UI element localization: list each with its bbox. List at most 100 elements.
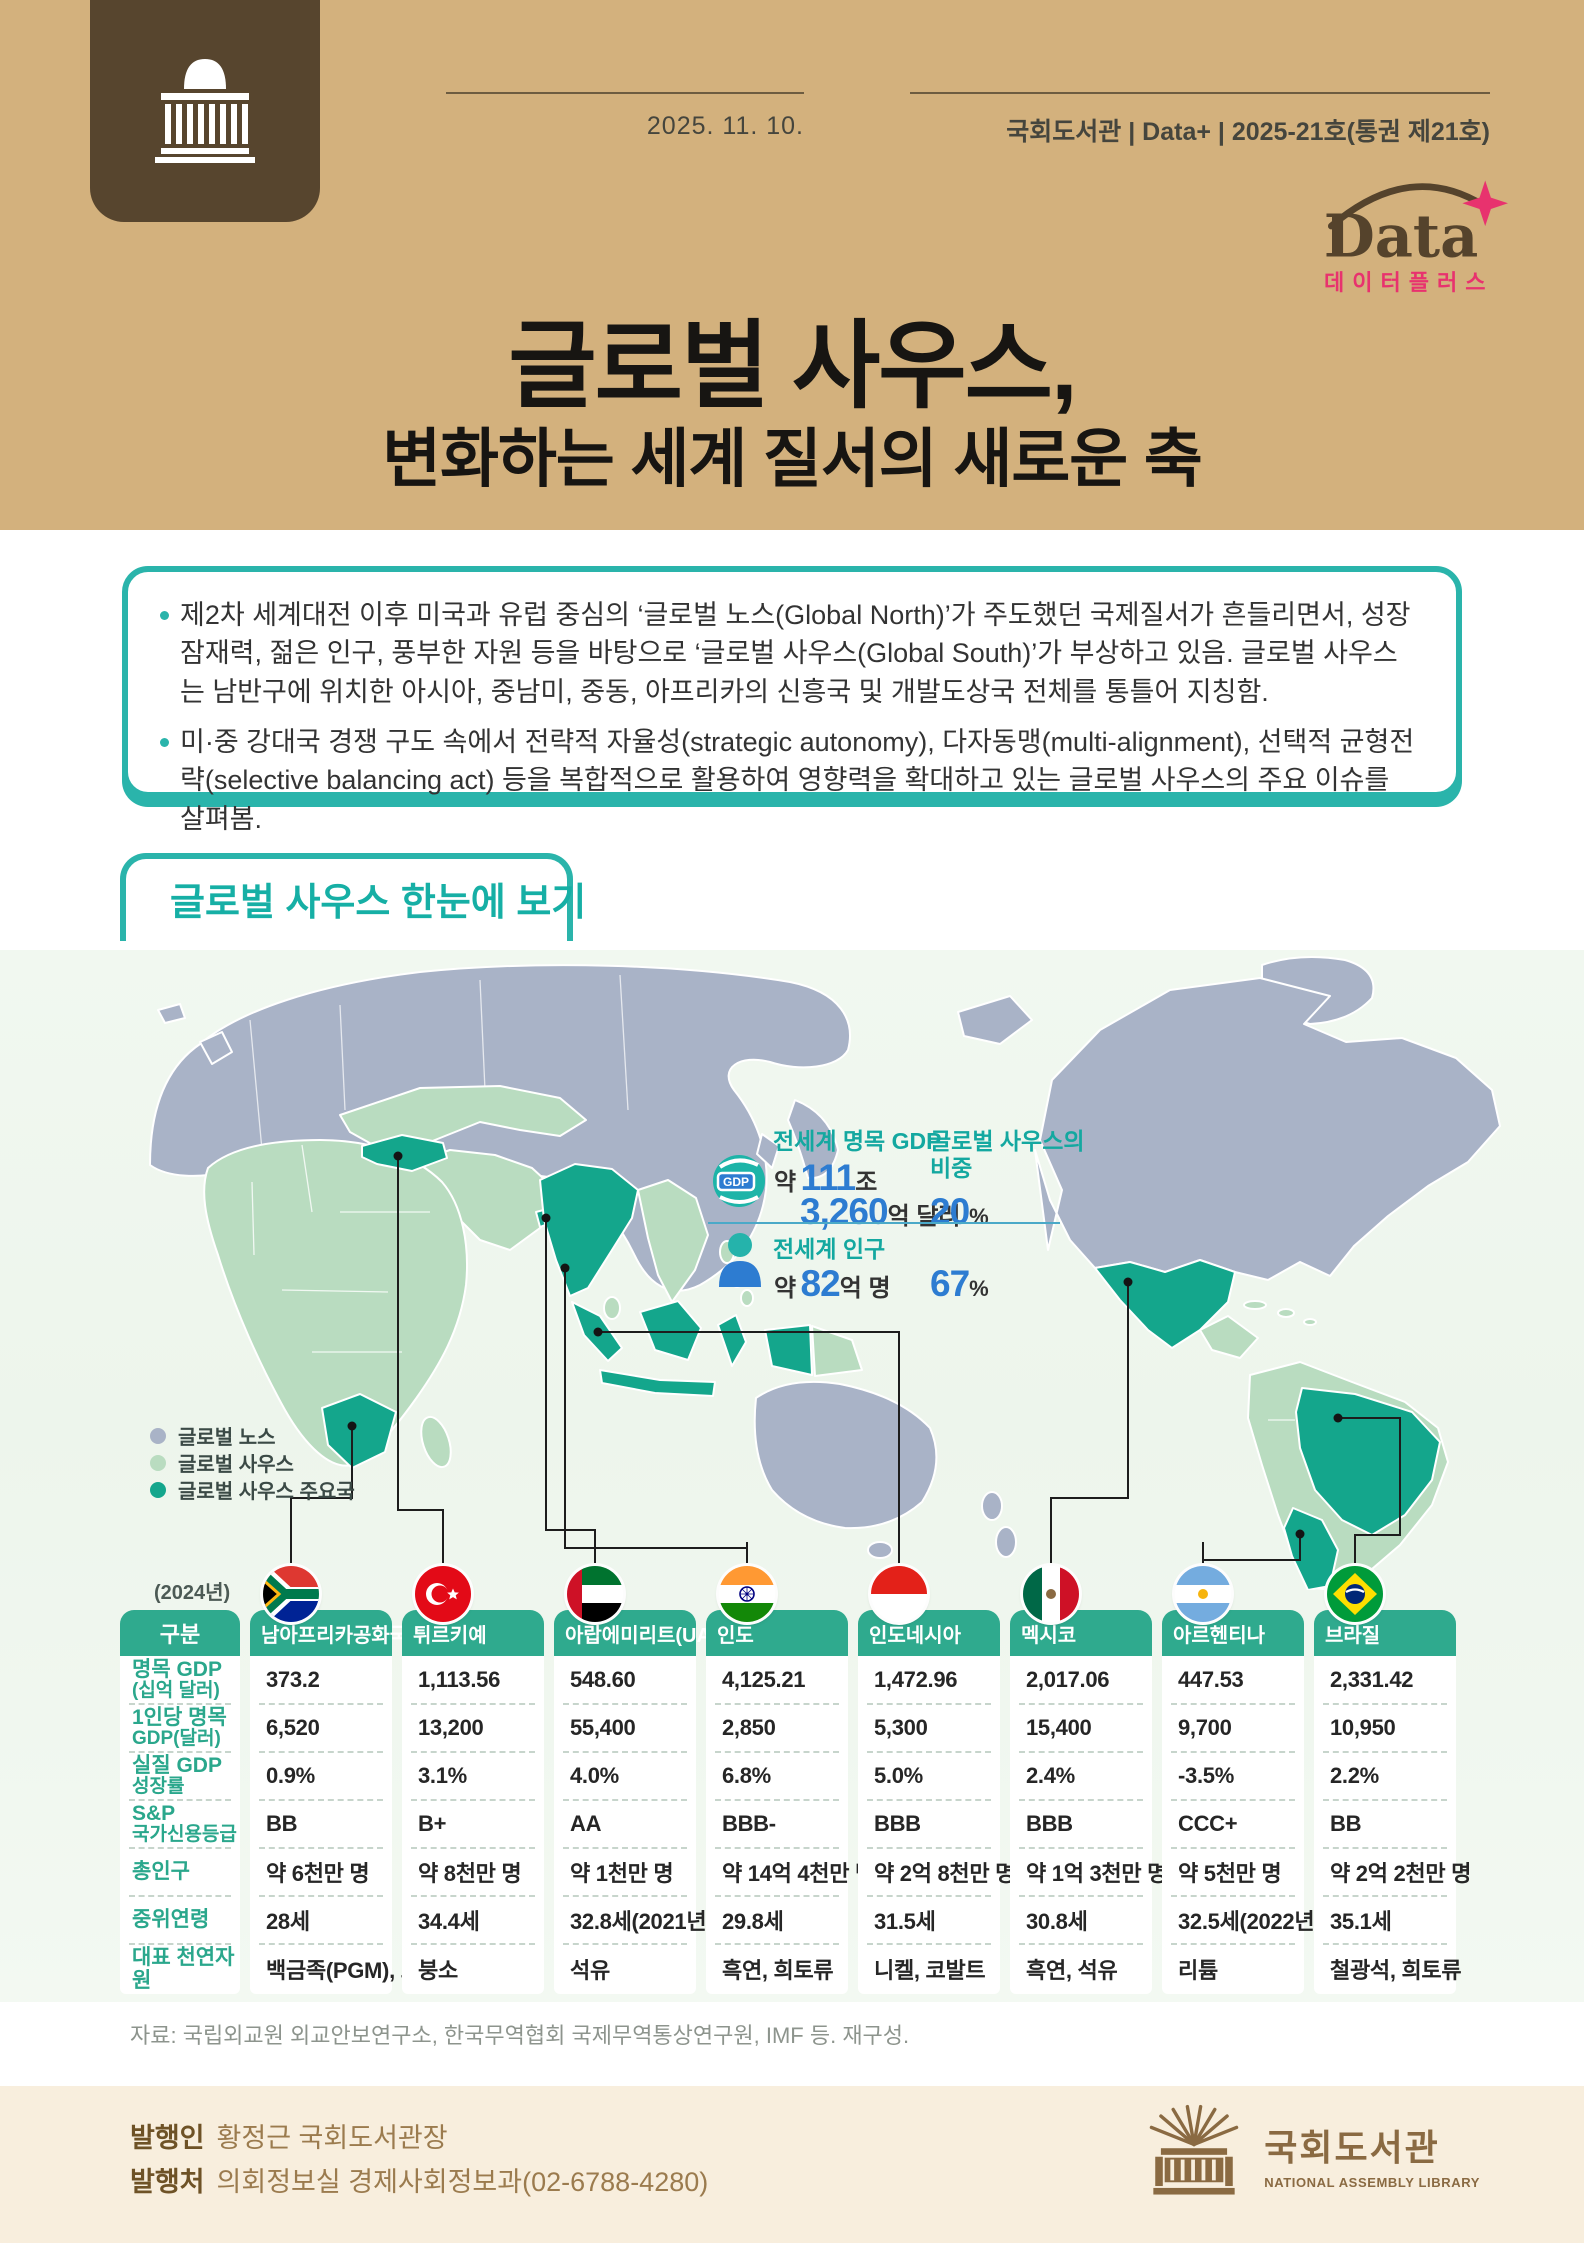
- map-philippines-3: [740, 1289, 754, 1307]
- pop-share-number: 67: [930, 1263, 970, 1304]
- value-cell: 약 2억 2천만 명: [1314, 1848, 1471, 1897]
- map-png: [811, 1325, 863, 1377]
- summary-box: 제2차 세계대전 이후 미국과 유럽 중심의 ‘글로벌 노스(Global No…: [122, 566, 1462, 834]
- flag-turkiye-icon: [415, 1566, 471, 1622]
- table-column-south-africa: 남아프리카공화국 373.2 6,520 0.9% BB 약 6천만 명 28세…: [250, 1542, 441, 1994]
- pop-approx: 약: [774, 1275, 797, 1302]
- table-column-indonesia: 인도네시아 1,472.96 5,300 5.0% BBB 약 2억 8천만 명…: [858, 1542, 1015, 1994]
- row-label: 대표 천연자원: [132, 1945, 235, 1992]
- connector-stem: [1354, 1542, 1356, 1568]
- legend-label-north: 글로벌 노스: [178, 1427, 276, 1449]
- table-label-column: 구분 명목 GDP (십억 달러) 1인당 명목 GDP(달러) 실질 GDP 성장률…: [120, 1610, 240, 1994]
- flag-mexico-icon: [1023, 1566, 1079, 1622]
- map-tasmania: [867, 1541, 893, 1559]
- value-cell: BB: [250, 1800, 392, 1849]
- value-cell: BB: [1314, 1800, 1456, 1849]
- gdp-approx: 약: [774, 1169, 797, 1196]
- map-indochina: [637, 1179, 709, 1303]
- gdp-title: 전세계 명목 GDP: [773, 1128, 942, 1154]
- value-cell: B+: [402, 1800, 544, 1849]
- map-australia: [753, 1380, 938, 1530]
- table-column-argentina: 아르헨티나 447.53 9,700 -3.5% CCC+ 약 5천만 명 32…: [1162, 1542, 1322, 1994]
- map-central-america: [1199, 1315, 1259, 1359]
- value-cell: 15,400: [1010, 1704, 1152, 1753]
- flag-south-africa-icon: [263, 1566, 319, 1622]
- value-cell: 35.1세: [1314, 1896, 1456, 1945]
- row-label-rating: S&P 국가신용등급: [120, 1800, 240, 1849]
- section-bracket: 글로벌 사우스 한눈에 보기: [120, 853, 586, 941]
- value-cell: 32.8세(2021년): [554, 1896, 714, 1945]
- value-cell: 31.5세: [858, 1896, 1000, 1945]
- row-label: 중위연령: [132, 1908, 210, 1932]
- value-cell: CCC+: [1162, 1800, 1304, 1849]
- map-cuba: [1243, 1300, 1267, 1310]
- country-table: (2024년) 구분 명목 GDP (십억 달러) 1인당 명목 GDP(달러) 실…: [120, 1542, 1471, 1994]
- value-cell: 약 6천만 명: [250, 1848, 392, 1897]
- value-cell: AA: [554, 1800, 696, 1849]
- value-cell: 리튬: [1178, 1958, 1218, 1983]
- value-cell: 약 1천만 명: [554, 1848, 696, 1897]
- stats-divider: [708, 1222, 1060, 1224]
- map-uk: [199, 1031, 233, 1065]
- map-sri-lanka: [603, 1296, 621, 1320]
- value-cell: 6.8%: [706, 1752, 848, 1801]
- library-logo-icon: [1142, 2102, 1246, 2207]
- library-name-en: NATIONAL ASSEMBLY LIBRARY: [1264, 2175, 1480, 2190]
- value-cell: 373.2: [250, 1656, 392, 1705]
- population-icon: [714, 1231, 766, 1294]
- row-label-population: 총인구: [120, 1848, 240, 1897]
- office-label: 발행처: [130, 2167, 205, 2197]
- map-north-america: [1034, 977, 1501, 1281]
- legend-item-key: 글로벌 사우스 주요국: [150, 1476, 355, 1503]
- source-note: 자료: 국립외교원 외교안보연구소, 한국무역협회 국제무역통상연구원, IMF…: [130, 2023, 910, 2048]
- section-title: 글로벌 사우스 한눈에 보기: [170, 882, 587, 924]
- row-label-resources: 대표 천연자원: [120, 1944, 240, 1994]
- table-year-note: (2024년): [154, 1582, 231, 1604]
- map-hispaniola: [1277, 1308, 1295, 1318]
- value-cell: 9,700: [1162, 1704, 1304, 1753]
- value-cell: 철광석, 희토류: [1330, 1958, 1462, 1983]
- value-cell: 2.4%: [1010, 1752, 1152, 1801]
- connector-stem: [290, 1542, 292, 1568]
- swoosh-arc: [1327, 183, 1487, 230]
- value-cell: 흑연, 희토류: [722, 1958, 834, 1983]
- map-south-africa: [321, 1393, 397, 1469]
- country-header: 아랍에미리트(UAE): [554, 1610, 731, 1656]
- library-emblem-box: [90, 0, 320, 222]
- gdp-unit-2: 억 달러: [887, 1203, 961, 1230]
- gdp-share-number: 20: [930, 1191, 970, 1232]
- value-cell: 약 5천만 명: [1162, 1848, 1304, 1897]
- legend-label-key: 글로벌 사우스 주요국: [178, 1481, 355, 1503]
- population-title: 전세계 인구: [773, 1236, 886, 1262]
- connector-stem: [746, 1542, 748, 1568]
- summary-bullet-2: 미·중 강대국 경쟁 구도 속에서 전략적 자율성(strategic auto…: [158, 723, 1420, 838]
- value-cell: 약 8천만 명: [402, 1848, 544, 1897]
- country-header: 튀르키예: [402, 1610, 544, 1656]
- country-header: 인도: [706, 1610, 848, 1656]
- map-india: [539, 1163, 639, 1297]
- value-cell: 백금족(PGM), 크롬: [266, 1958, 441, 1983]
- value-cell: 10,950: [1314, 1704, 1456, 1753]
- pop-number: 82: [800, 1263, 841, 1304]
- value-cell: 32.5세(2022년): [1162, 1896, 1322, 1945]
- value-cell: 6,520: [250, 1704, 392, 1753]
- summary-bullet-1: 제2차 세계대전 이후 미국과 유럽 중심의 ‘글로벌 노스(Global No…: [158, 596, 1420, 711]
- table-column-india: 인도 4,125.21 2,850 6.8% BBB- 약 14억 4천만 명 …: [706, 1542, 875, 1994]
- publisher-label: 발행인: [130, 2123, 205, 2153]
- value-cell: 약 1억 3천만 명: [1010, 1848, 1167, 1897]
- country-header: 브라질: [1314, 1610, 1456, 1656]
- value-cell: 13,200: [402, 1704, 544, 1753]
- country-header: 남아프리카공화국: [250, 1610, 408, 1656]
- value-cell: 4,125.21: [706, 1656, 848, 1705]
- map-argentina: [1283, 1507, 1339, 1590]
- row-label-median-age: 중위연령: [120, 1896, 240, 1945]
- row-label-sub: 성장률: [132, 1776, 185, 1798]
- map-turkey: [361, 1134, 448, 1172]
- map-west-papua: [764, 1324, 813, 1376]
- value-cell: 2,850: [706, 1704, 848, 1753]
- row-label: 명목 GDP: [132, 1658, 222, 1681]
- gdp-globe-icon: GDP: [712, 1153, 766, 1214]
- row-label: 1인당 명목: [132, 1706, 227, 1729]
- connector-stem: [442, 1542, 444, 1568]
- map-japan: [787, 1099, 839, 1180]
